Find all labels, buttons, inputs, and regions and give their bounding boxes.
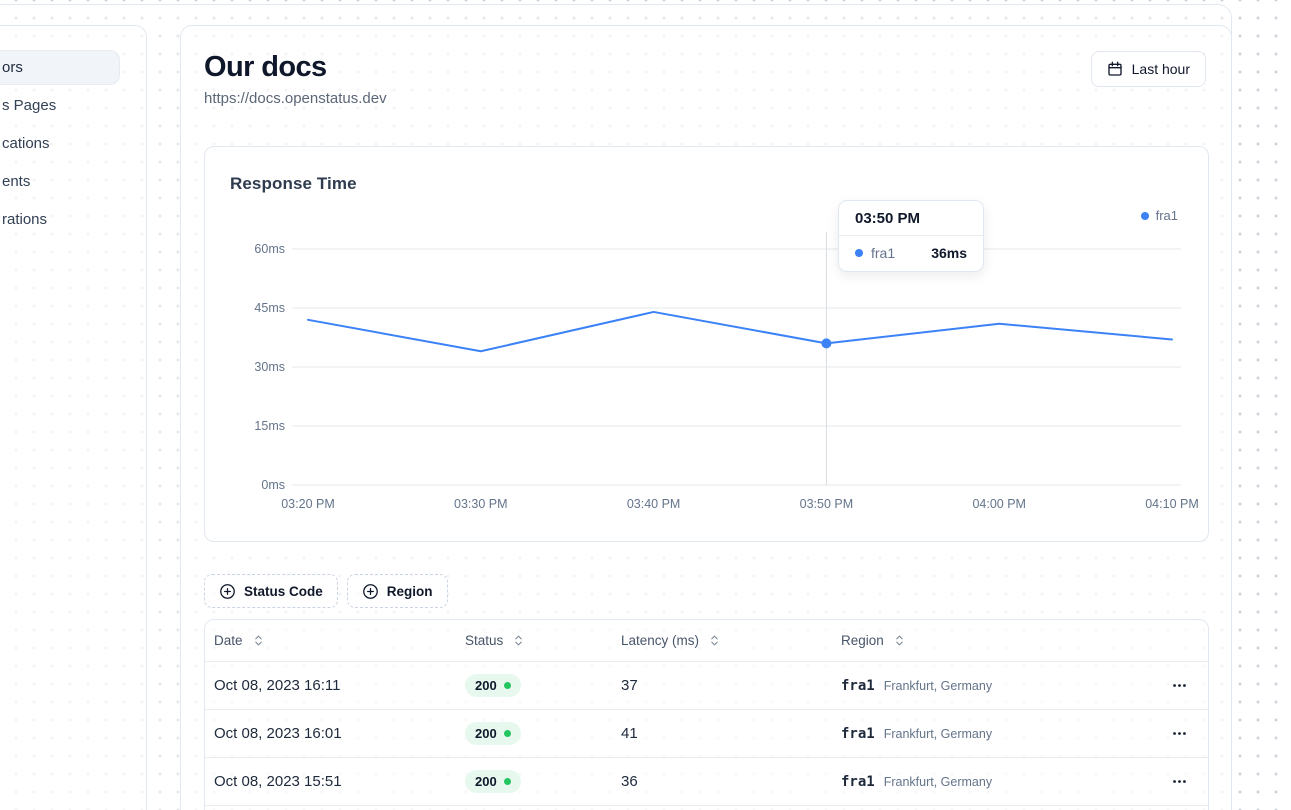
filter-region-label: Region (386, 583, 433, 599)
chart-title: Response Time (230, 174, 357, 193)
response-time-chart[interactable]: 0ms 15ms 30ms 45ms 60ms 03:20 PM 03:30 PM 03:40… (205, 147, 1210, 543)
sidebar: ors s Pages cations ents rations (0, 25, 147, 810)
sidebar-item-incidents[interactable]: ents (2, 173, 31, 190)
y-axis-tick-label: 60ms (254, 242, 285, 256)
cell-status: 200 (456, 674, 612, 697)
active-point (821, 338, 832, 349)
sidebar-item-monitors[interactable]: ors (0, 50, 120, 85)
status-badge: 200 (465, 722, 521, 745)
status-ok-dot-icon (503, 778, 511, 785)
response-time-card: Response Time fra1 0ms 15ms 30ms 45ms 60ms 03… (204, 146, 1209, 542)
sort-icon[interactable] (893, 634, 906, 647)
column-label: Status (465, 633, 504, 648)
results-table: Date Status Latency (ms) Region Oct 08, … (204, 619, 1209, 810)
region-name: Frankfurt, Germany (883, 678, 993, 693)
region-code: fra1 (841, 725, 875, 742)
region-code: fra1 (841, 677, 875, 694)
filter-status-code-label: Status Code (244, 583, 323, 599)
ellipsis-icon (1171, 725, 1188, 742)
region-code: fra1 (841, 773, 875, 790)
table-header-row: Date Status Latency (ms) Region (205, 620, 1208, 662)
x-axis-tick-label: 04:10 PM (1145, 497, 1199, 511)
y-axis-tick-label: 0ms (261, 478, 285, 492)
sidebar-item-integrations[interactable]: rations (2, 211, 48, 228)
table-row[interactable]: Oct 08, 2023 16:11 200 37 fra1 Frankfurt… (205, 662, 1208, 710)
x-axis-tick-label: 03:20 PM (281, 497, 335, 511)
column-label: Region (841, 633, 884, 648)
status-code: 200 (475, 726, 497, 741)
x-axis-tick-label: 04:00 PM (972, 497, 1026, 511)
time-range-button[interactable]: Last hour (1090, 51, 1206, 87)
tooltip-series-dot-icon (855, 249, 863, 257)
tooltip-value: 36ms (931, 245, 967, 261)
column-header-region[interactable]: Region (832, 633, 1160, 648)
calendar-icon (1107, 61, 1123, 77)
column-label: Latency (ms) (621, 633, 700, 648)
legend-dot-icon (1140, 211, 1149, 220)
x-axis-tick-label: 03:30 PM (454, 497, 508, 511)
column-header-latency[interactable]: Latency (ms) (612, 633, 832, 648)
chart-tooltip: 03:50 PM fra1 36ms (838, 200, 984, 272)
cell-date: Oct 08, 2023 16:11 (214, 677, 341, 694)
row-actions-button[interactable] (1160, 677, 1208, 694)
cell-date: Oct 08, 2023 15:51 (214, 773, 342, 790)
tooltip-series-label: fra1 (871, 245, 896, 261)
cell-region: fra1 Frankfurt, Germany (832, 774, 1160, 790)
page-title: Our docs (204, 51, 327, 83)
status-badge: 200 (465, 674, 521, 697)
tooltip-row: fra1 36ms (839, 235, 983, 271)
sidebar-item-status-pages[interactable]: s Pages (2, 97, 57, 114)
cell-date: Oct 08, 2023 16:01 (214, 725, 342, 742)
status-ok-dot-icon (503, 730, 511, 737)
region-name: Frankfurt, Germany (883, 774, 993, 789)
plus-circle-icon (362, 583, 379, 600)
status-ok-dot-icon (503, 682, 511, 689)
column-header-status[interactable]: Status (456, 633, 612, 648)
table-row[interactable]: Oct 08, 2023 15:51 200 36 fra1 Frankfurt… (205, 758, 1208, 806)
region-name: Frankfurt, Germany (883, 726, 993, 741)
filter-status-code-button[interactable]: Status Code (204, 574, 338, 608)
ellipsis-icon (1171, 677, 1188, 694)
table-filters: Status Code Region (204, 574, 448, 608)
latency-line-fra1 (307, 310, 1173, 353)
plus-circle-icon (219, 583, 236, 600)
ellipsis-icon (1171, 773, 1188, 790)
cell-status: 200 (456, 770, 612, 793)
status-badge: 200 (465, 770, 521, 793)
monitor-panel: Our docs https://docs.openstatus.dev Las… (180, 25, 1232, 810)
table-row[interactable]: Oct 08, 2023 16:01 200 41 fra1 Frankfurt… (205, 710, 1208, 758)
tooltip-time: 03:50 PM (855, 210, 921, 227)
x-axis-tick-label: 03:50 PM (800, 497, 854, 511)
cell-latency: 41 (621, 725, 638, 742)
sidebar-nav: ors s Pages cations ents rations (0, 50, 120, 240)
cell-status: 200 (456, 722, 612, 745)
page-header: Our docs https://docs.openstatus.dev (204, 51, 387, 107)
status-code: 200 (475, 774, 497, 789)
sidebar-item-notifications[interactable]: cations (2, 135, 50, 152)
monitor-url: https://docs.openstatus.dev (204, 90, 387, 107)
chart-legend[interactable]: fra1 (1140, 208, 1178, 223)
cell-latency: 37 (621, 677, 638, 694)
sort-icon[interactable] (708, 634, 721, 647)
x-axis-tick-label: 03:40 PM (627, 497, 681, 511)
cell-region: fra1 Frankfurt, Germany (832, 726, 1160, 742)
legend-label: fra1 (1155, 208, 1178, 223)
sort-icon[interactable] (512, 634, 525, 647)
y-axis-tick-label: 30ms (254, 360, 285, 374)
cell-region: fra1 Frankfurt, Germany (832, 678, 1160, 694)
filter-region-button[interactable]: Region (346, 574, 448, 608)
sort-icon[interactable] (252, 634, 265, 647)
status-code: 200 (475, 678, 497, 693)
row-actions-button[interactable] (1160, 773, 1208, 790)
time-range-label: Last hour (1131, 61, 1190, 77)
y-axis-tick-label: 45ms (254, 301, 285, 315)
cell-latency: 36 (621, 773, 638, 790)
column-label: Date (214, 633, 243, 648)
y-axis-tick-label: 15ms (254, 419, 285, 433)
row-actions-button[interactable] (1160, 725, 1208, 742)
column-header-date[interactable]: Date (205, 633, 456, 648)
